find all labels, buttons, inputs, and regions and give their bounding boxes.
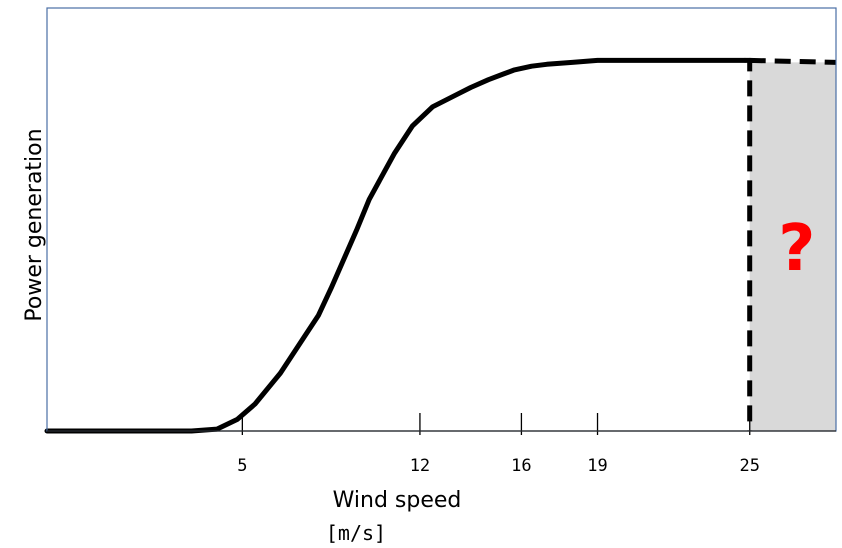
unknown-region (749, 62, 836, 432)
power-curve-line (44, 57, 748, 434)
y-axis-title: Power generation (22, 128, 47, 321)
x-tick-label: 19 (587, 456, 607, 476)
x-tick-label: 12 (410, 456, 430, 476)
cutoff-dashed-line (744, 57, 837, 431)
series-layer (44, 57, 837, 434)
x-tick-label: 16 (511, 456, 531, 476)
x-axis-unit: [m/s] (326, 521, 386, 545)
x-tick-label: 25 (740, 456, 760, 476)
plot-frame (47, 8, 836, 431)
x-tick-label: 5 (237, 456, 247, 476)
x-axis-title: Wind speed (333, 488, 462, 513)
question-mark-annotation: ? (778, 212, 815, 286)
